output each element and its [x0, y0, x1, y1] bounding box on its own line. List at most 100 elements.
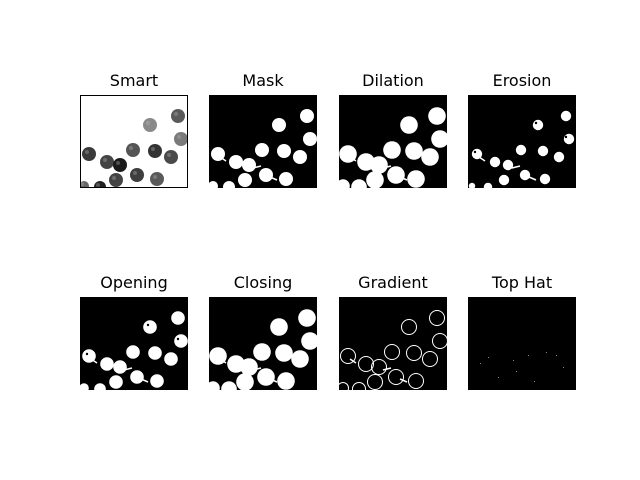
blob-6 [242, 158, 256, 172]
blob-2 [143, 320, 157, 334]
blob-13 [221, 381, 237, 390]
blob-2 [532, 119, 544, 131]
blob-1 [429, 310, 445, 326]
blob-13 [352, 382, 366, 390]
panel-image [80, 297, 188, 390]
blob-7 [255, 143, 269, 157]
blob-7 [515, 144, 527, 156]
blob-connector-3 [90, 358, 98, 364]
blob-12 [150, 374, 164, 388]
panel-image [339, 297, 447, 390]
blob-11 [519, 169, 531, 181]
blob-highlight [112, 176, 116, 180]
blob-2 [270, 318, 288, 336]
blob-1 [300, 109, 314, 123]
panel-image [80, 95, 188, 188]
blob-connector-3 [478, 156, 486, 162]
blob-1 [428, 107, 446, 125]
blob-connector-2 [528, 176, 537, 181]
panel-opening: Opening [80, 273, 188, 390]
blob-2 [143, 118, 157, 132]
residue-2 [513, 360, 514, 361]
blob-8 [148, 144, 162, 158]
blob-3 [303, 132, 317, 146]
blob-connector-3 [219, 358, 227, 364]
panel-image [209, 297, 317, 390]
blob-2 [400, 116, 418, 134]
residue-3 [528, 355, 529, 356]
blob-10 [498, 174, 510, 186]
panel-mask: Mask [209, 71, 317, 188]
residue-8 [534, 381, 535, 382]
blob-10 [366, 171, 384, 188]
blob-3 [174, 334, 188, 348]
blob-1 [560, 110, 572, 122]
blob-7 [126, 345, 140, 359]
blob-10 [236, 373, 254, 390]
blob-connector-1 [511, 165, 521, 169]
blob-5 [489, 156, 501, 168]
panel-image [468, 95, 576, 188]
panel-image [209, 95, 317, 188]
blob-1 [171, 311, 185, 325]
blob-highlight [167, 153, 171, 157]
blob-highlight [174, 112, 178, 116]
blob-highlight [116, 161, 120, 165]
blob-11 [259, 168, 273, 182]
blob-11 [387, 166, 405, 184]
blob-10 [109, 173, 123, 187]
blob-highlight [146, 121, 150, 125]
blob-connector-2 [140, 378, 149, 383]
blob-6 [370, 156, 388, 174]
blob-13 [351, 179, 367, 188]
residue-1 [488, 357, 489, 358]
residue-6 [516, 371, 517, 372]
blob-14 [209, 381, 220, 390]
panel-title: Erosion [492, 71, 552, 90]
panel-erosion: Erosion [468, 71, 576, 188]
blob-8 [148, 346, 162, 360]
blob-2 [401, 319, 417, 335]
blob-9 [421, 148, 439, 166]
blob-12 [150, 172, 164, 186]
blob-14 [339, 179, 350, 188]
panel-title: Dilation [362, 71, 424, 90]
hole-3 [85, 352, 89, 356]
residue-7 [498, 377, 499, 378]
blob-14 [80, 383, 89, 390]
panel-closing: Closing [209, 273, 317, 390]
residue-9 [480, 363, 481, 364]
blob-13 [94, 181, 106, 188]
blob-14 [80, 181, 89, 188]
blob-highlight [151, 147, 155, 151]
panel-image [339, 95, 447, 188]
blob-6 [240, 358, 258, 376]
blob-9 [293, 150, 307, 164]
blob-7 [383, 141, 401, 159]
blob-8 [277, 144, 291, 158]
blob-9 [164, 352, 178, 366]
blob-8 [405, 142, 423, 160]
blob-11 [130, 168, 144, 182]
blob-13 [94, 383, 106, 390]
blob-highlight [103, 158, 107, 162]
blob-highlight [96, 183, 100, 187]
blob-9 [422, 351, 438, 367]
blob-3 [301, 332, 317, 350]
blob-connector-1 [382, 165, 392, 169]
blob-12 [279, 172, 293, 186]
blob-5 [100, 357, 114, 371]
blob-12 [408, 373, 424, 389]
panel-smart: Smart [80, 71, 188, 188]
blob-connector-2 [269, 176, 278, 181]
blob-6 [371, 359, 387, 375]
blob-3 [431, 130, 447, 148]
blob-12 [407, 170, 425, 188]
blob-7 [126, 143, 140, 157]
panel-dilation: Dilation [339, 71, 447, 188]
blob-9 [291, 350, 309, 368]
blob-highlight [177, 135, 181, 139]
residue-5 [556, 355, 557, 356]
blob-6 [502, 159, 514, 171]
blob-13 [223, 181, 235, 188]
